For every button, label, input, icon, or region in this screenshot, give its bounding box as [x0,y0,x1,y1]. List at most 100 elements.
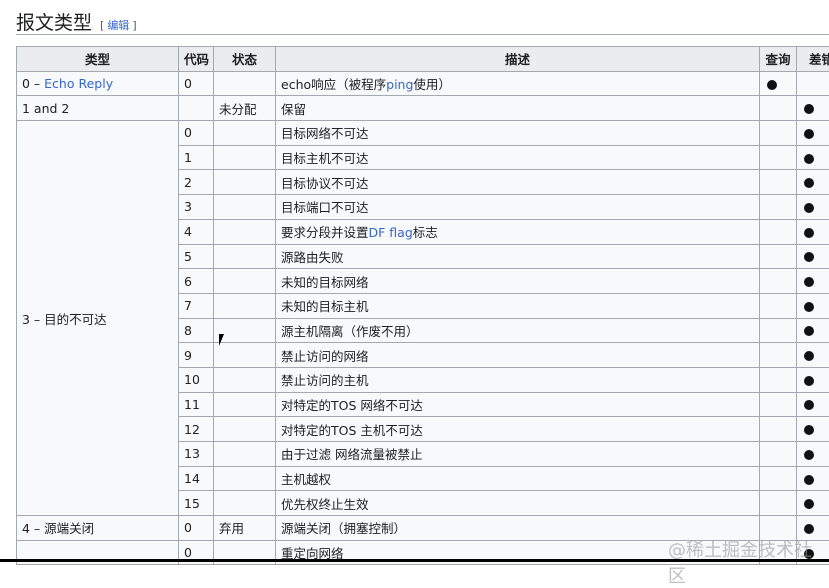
error-cell [797,318,829,343]
error-cell [797,392,829,417]
query-cell [760,491,797,516]
status-cell [214,219,276,244]
status-text: 未分配 [219,102,257,117]
status-cell: 弃用 [214,516,276,541]
bullet-icon [804,425,814,435]
code-text: 13 [184,446,200,461]
query-cell [760,343,797,368]
bullet-icon [804,499,814,509]
error-cell [797,417,829,442]
code-text: 7 [184,298,192,313]
query-cell [760,195,797,220]
description-text: 目标协议不可达 [281,176,369,191]
status-cell [214,343,276,368]
edit-link[interactable]: 编辑 [107,19,129,32]
description-link[interactable]: DF flag [369,225,413,240]
type-text: 0 – [22,76,44,91]
description-cell: 禁止访问的网络 [276,343,760,368]
type-link[interactable]: Echo Reply [44,76,113,91]
column-header: 类型 [17,47,179,72]
code-text: 11 [184,397,200,412]
code-cell [179,96,214,121]
type-cell: 3 – 目的不可达 [17,121,179,516]
code-text: 4 [184,224,192,239]
description-text: 目标网络不可达 [281,126,369,141]
description-text: 标志 [413,225,438,240]
description-text: 对特定的TOS 网络不可达 [281,398,423,413]
description-text: 对特定的TOS 主机不可达 [281,423,423,438]
status-cell [214,195,276,220]
error-cell [797,96,829,121]
bullet-icon [804,178,814,188]
code-cell: 7 [179,293,214,318]
code-cell: 1 [179,145,214,170]
code-text: 6 [184,274,192,289]
code-text: 10 [184,372,200,387]
description-text: 禁止访问的主机 [281,373,369,388]
code-text: 12 [184,422,200,437]
query-cell [760,293,797,318]
error-cell [797,170,829,195]
description-cell: 目标主机不可达 [276,145,760,170]
code-text: 0 [184,520,192,535]
code-cell: 0 [179,516,214,541]
bullet-icon [804,351,814,361]
description-cell: 保留 [276,96,760,121]
description-cell: 要求分段并设置DF flag标志 [276,219,760,244]
code-text: 15 [184,496,200,511]
error-cell [797,491,829,516]
error-cell [797,367,829,392]
query-cell [760,417,797,442]
code-cell: 8 [179,318,214,343]
error-cell [797,71,829,96]
code-cell: 5 [179,244,214,269]
status-cell [214,417,276,442]
description-cell: 目标端口不可达 [276,195,760,220]
column-header: 查询 [760,47,797,72]
error-cell [797,293,829,318]
description-text: 主机越权 [281,472,331,487]
bullet-icon [804,326,814,336]
description-text: 要求分段并设置 [281,225,369,240]
bullet-icon [804,129,814,139]
code-text: 0 [184,125,192,140]
description-cell: 对特定的TOS 主机不可达 [276,417,760,442]
status-cell [214,121,276,146]
code-cell: 0 [179,121,214,146]
status-cell [214,491,276,516]
description-text: 由于过滤 网络流量被禁止 [281,447,422,462]
status-cell [214,466,276,491]
type-cell: 4 – 源端关闭 [17,516,179,541]
code-cell: 4 [179,219,214,244]
description-text: 禁止访问的网络 [281,349,369,364]
code-text: 9 [184,348,192,363]
description-text: echo响应（被程序 [281,77,386,92]
description-text: 未知的目标网络 [281,275,369,290]
code-text: 3 [184,199,192,214]
code-text: 8 [184,323,192,338]
type-cell: 1 and 2 [17,96,179,121]
description-text: 源主机隔离（作废不用） [281,324,419,339]
description-link[interactable]: ping [386,77,413,92]
type-text: 4 – 源端关闭 [22,521,94,536]
code-text: 0 [184,76,192,91]
query-cell [760,269,797,294]
code-cell: 0 [179,71,214,96]
description-cell: 未知的目标主机 [276,293,760,318]
description-text: 未知的目标主机 [281,299,369,314]
description-text: 源端关闭（拥塞控制） [281,521,406,536]
error-cell [797,195,829,220]
description-cell: 对特定的TOS 网络不可达 [276,392,760,417]
description-cell: 源路由失败 [276,244,760,269]
query-cell [760,466,797,491]
description-text: 源路由失败 [281,250,344,265]
icmp-type-table: 类型代码状态描述查询差错 0 – Echo Reply0echo响应（被程序pi… [16,46,829,565]
query-cell [760,219,797,244]
type-cell: 0 – Echo Reply [17,71,179,96]
column-header: 描述 [276,47,760,72]
code-text: 5 [184,249,192,264]
bullet-icon [767,80,777,90]
description-cell: 未知的目标网络 [276,269,760,294]
error-cell [797,442,829,467]
code-text: 2 [184,175,192,190]
